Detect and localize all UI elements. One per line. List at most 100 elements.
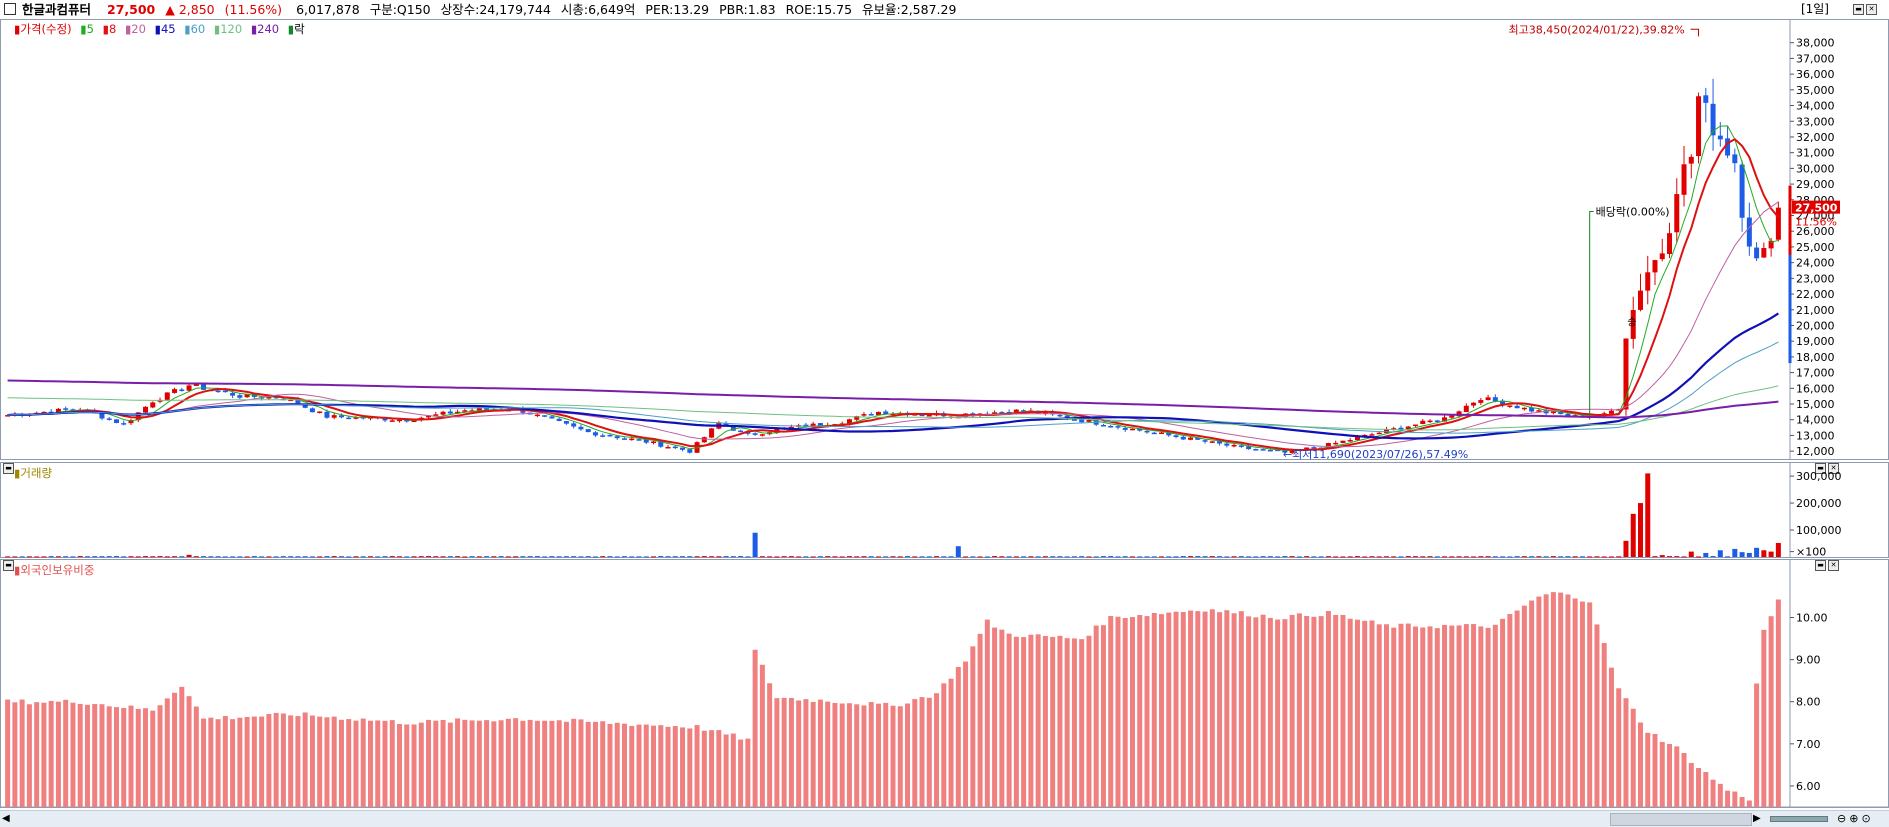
foreign-bar <box>890 705 896 807</box>
volume-bar <box>1275 556 1281 558</box>
volume-bar <box>1108 556 1114 558</box>
legend-ma8[interactable]: ▮8 <box>102 22 117 36</box>
foreign-panel-title[interactable]: ▮외국인보유비중 <box>14 563 95 577</box>
volume-bar <box>455 556 461 558</box>
candle-body <box>665 446 671 449</box>
panel-min-icon[interactable]: ▬ <box>1815 560 1826 571</box>
minimize-icon[interactable]: ▬ <box>1853 4 1864 15</box>
volume-bar <box>977 556 983 558</box>
volume-bar <box>1710 556 1716 558</box>
foreign-bar <box>353 720 359 807</box>
close-icon[interactable]: ✕ <box>1866 4 1877 15</box>
volume-bar <box>607 556 613 558</box>
candle-body <box>1645 272 1651 291</box>
volume-bar <box>135 556 141 558</box>
candle-body <box>1413 424 1419 427</box>
volume-bar <box>215 556 221 558</box>
foreign-bar <box>63 699 69 807</box>
zoom-reset-icon[interactable]: ⊙ <box>1861 812 1871 825</box>
legend-ma240[interactable]: ▮240 <box>250 22 280 36</box>
chart-area[interactable]: 38,000 37,000 36,000 35,000 34,000 33,000 32,0… <box>0 19 1889 810</box>
chart-scrollbar[interactable]: ◀ ▶ ⊖ ⊕ ⊙ <box>0 810 1889 827</box>
candle-body <box>331 415 337 418</box>
stock-name[interactable]: 한글과컴퓨터 <box>22 2 92 17</box>
volume-bar <box>948 556 954 558</box>
volume-panel-title[interactable]: ▮거래량 <box>14 466 53 480</box>
legend-ma20[interactable]: ▮20 <box>124 22 146 36</box>
panel-close-icon[interactable]: ✕ <box>1828 560 1839 571</box>
candle-body <box>172 389 178 393</box>
zoom-in-icon[interactable]: ⊕ <box>1849 812 1859 825</box>
per-value: PER:13.29 <box>645 2 710 17</box>
candle-body <box>302 404 308 408</box>
volume-bar <box>774 556 780 558</box>
foreign-bar <box>571 718 577 807</box>
foreign-bar <box>1594 624 1600 807</box>
legend-ma45[interactable]: ▮45 <box>154 22 176 36</box>
foreign-bar <box>868 702 874 807</box>
volume-bar <box>1565 556 1571 558</box>
foreign-bar <box>1565 594 1571 807</box>
candle-body <box>1536 410 1542 412</box>
foreign-bar <box>1478 626 1484 807</box>
panel-menu-icon[interactable]: ▬ <box>3 560 14 571</box>
price-ytick-label: 26,000 <box>1796 225 1835 238</box>
foreign-bar <box>984 619 990 807</box>
foreign-bar <box>1108 615 1114 807</box>
current-price: 27,500 <box>107 2 156 17</box>
candle-body <box>222 390 228 393</box>
foreign-bar <box>1173 611 1179 807</box>
foreign-bar <box>955 666 961 807</box>
scroll-thumb[interactable] <box>1610 813 1752 826</box>
volume-bar <box>1608 556 1614 558</box>
zoom-slider[interactable] <box>1770 815 1828 822</box>
foreign-bar <box>121 708 127 807</box>
candle-body <box>607 434 613 437</box>
volume-bar <box>121 556 127 558</box>
foreign-bar <box>1630 708 1636 807</box>
scroll-right-icon[interactable]: ▶ <box>1753 813 1761 824</box>
legend-ex-dividend[interactable]: ▮락 <box>287 22 305 36</box>
foreign-bar <box>215 719 221 807</box>
volume-bar <box>280 556 286 558</box>
zoom-out-icon[interactable]: ⊖ <box>1837 812 1847 825</box>
volume-bar <box>1137 556 1143 558</box>
price-ytick-label: 22,000 <box>1796 288 1835 301</box>
panel-menu-icon[interactable]: ▬ <box>3 463 14 474</box>
foreign-bar <box>1739 797 1745 807</box>
volume-bar <box>1289 556 1295 558</box>
scroll-left-icon[interactable]: ◀ <box>2 813 10 824</box>
legend-ma5[interactable]: ▮5 <box>80 22 94 36</box>
foreign-bar <box>426 719 432 807</box>
candle-body <box>128 420 134 424</box>
candle-body <box>1754 247 1760 259</box>
volume-bar <box>77 556 83 558</box>
candle-body <box>571 423 577 427</box>
foreign-bar <box>1427 626 1433 807</box>
candle-body <box>1333 442 1339 445</box>
foreign-bar <box>1376 624 1382 807</box>
panel-close-icon[interactable]: ✕ <box>1828 463 1839 474</box>
candle-body <box>455 411 461 414</box>
foreign-bar <box>1086 635 1092 807</box>
foreign-bar <box>767 683 773 807</box>
legend-ma60[interactable]: ▮60 <box>184 22 206 36</box>
window-menu-icon[interactable] <box>4 3 16 15</box>
volume-bar <box>839 556 845 558</box>
pbr-value: PBR:1.83 <box>719 2 776 17</box>
panel-min-icon[interactable]: ▬ <box>1815 463 1826 474</box>
foreign-bar <box>672 726 678 807</box>
foreign-bar <box>244 716 250 807</box>
price-ytick-label: 24,000 <box>1796 257 1835 270</box>
legend-price[interactable]: ▮가격(수정) <box>14 22 72 36</box>
candle-body <box>1202 440 1208 442</box>
market-code: 구분:Q150 <box>369 2 431 17</box>
foreign-bar <box>919 697 925 807</box>
foreign-bar <box>288 715 294 807</box>
period-selector[interactable]: [1일] <box>1800 2 1829 16</box>
legend-ma120[interactable]: ▮120 <box>213 22 243 36</box>
volume-bar <box>1340 556 1346 558</box>
candle-body <box>651 441 657 443</box>
foreign-bar <box>941 683 947 807</box>
signal-mark: 승 <box>1627 316 1636 328</box>
